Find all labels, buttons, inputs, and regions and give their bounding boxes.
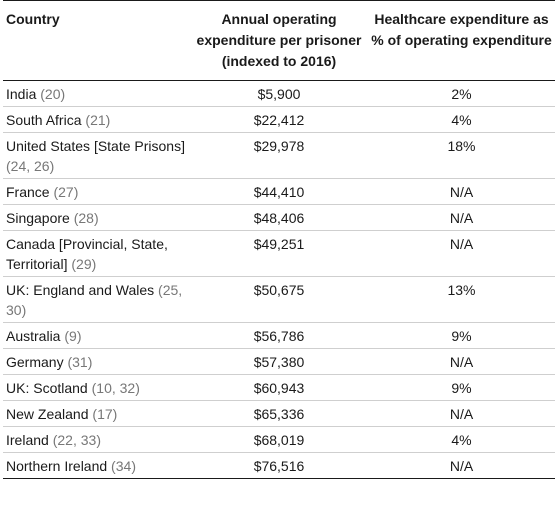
- cell-healthcare: 2%: [451, 86, 472, 102]
- reference-citation: (24, 26): [6, 158, 55, 174]
- cell-country: Northern Ireland (34): [3, 453, 190, 479]
- reference-citation: (9): [60, 328, 82, 344]
- expenditure-table: Country Annual operating expenditure per…: [3, 0, 555, 479]
- table-row: UK: Scotland (10, 32) $60,943 9%: [3, 375, 555, 401]
- table-row: South Africa (21) $22,412 4%: [3, 107, 555, 133]
- cell-expenditure: $56,786: [253, 328, 305, 344]
- cell-healthcare: 4%: [451, 432, 472, 448]
- header-country: Country: [6, 11, 60, 27]
- cell-healthcare: N/A: [449, 236, 474, 252]
- country-name: United States [State Prisons]: [6, 138, 185, 154]
- cell-expenditure: $76,516: [253, 458, 305, 474]
- cell-country: Singapore (28): [3, 205, 190, 231]
- cell-healthcare: N/A: [449, 184, 474, 200]
- table-header: Country Annual operating expenditure per…: [3, 0, 555, 81]
- country-name: UK: Scotland: [6, 380, 88, 396]
- cell-expenditure: $49,251: [253, 236, 305, 252]
- table-body: India (20) $5,900 2% South Africa (21) $22,4…: [3, 81, 555, 479]
- country-name: Canada [Provincial, State, Territorial]: [6, 236, 168, 272]
- cell-healthcare: N/A: [449, 354, 474, 370]
- reference-number: 22, 33: [57, 432, 97, 448]
- cell-expenditure: $5,900: [257, 86, 301, 102]
- reference-number: 24, 26: [10, 158, 50, 174]
- cell-healthcare: 13%: [447, 282, 476, 298]
- table-row: Germany (31) $57,380 N/A: [3, 349, 555, 375]
- country-name: Northern Ireland: [6, 458, 108, 474]
- country-name: France: [6, 184, 50, 200]
- cell-country: Ireland (22, 33): [3, 427, 190, 453]
- cell-country: UK: England and Wales (25, 30): [3, 277, 190, 323]
- reference-number: 27: [58, 184, 74, 200]
- table-row: Canada [Provincial, State, Territorial] …: [3, 231, 555, 277]
- cell-country: United States [State Prisons] (24, 26): [3, 133, 190, 179]
- reference-citation: (34): [107, 458, 136, 474]
- header-expenditure: Annual operating expenditure per prisone…: [196, 11, 362, 69]
- reference-number: 25, 30: [6, 282, 183, 318]
- reference-number: 29: [76, 256, 92, 272]
- cell-country: France (27): [3, 179, 190, 205]
- reference-citation: (27): [49, 184, 79, 200]
- reference-citation: (25, 30): [6, 282, 183, 318]
- cell-expenditure: $48,406: [253, 210, 305, 226]
- country-name: Ireland: [6, 432, 49, 448]
- cell-healthcare: N/A: [449, 406, 474, 422]
- reference-citation: (22, 33): [48, 432, 101, 448]
- cell-healthcare: N/A: [449, 458, 474, 474]
- cell-expenditure: $50,675: [253, 282, 305, 298]
- reference-citation: (31): [63, 354, 93, 370]
- cell-expenditure: $44,410: [253, 184, 305, 200]
- cell-country: South Africa (21): [3, 107, 190, 133]
- country-name: Singapore: [6, 210, 70, 226]
- reference-number: 10, 32: [96, 380, 136, 396]
- cell-expenditure: $22,412: [253, 112, 305, 128]
- cell-country: Canada [Provincial, State, Territorial] …: [3, 231, 190, 277]
- cell-expenditure: $68,019: [253, 432, 305, 448]
- cell-healthcare: 9%: [451, 328, 472, 344]
- header-row: Country Annual operating expenditure per…: [3, 0, 555, 81]
- reference-citation: (17): [88, 406, 118, 422]
- cell-country: Australia (9): [3, 323, 190, 349]
- cell-healthcare: N/A: [449, 210, 474, 226]
- reference-number: 34: [115, 458, 132, 474]
- reference-number: 9: [69, 328, 77, 344]
- country-name: Germany: [6, 354, 64, 370]
- cell-expenditure: $60,943: [253, 380, 305, 396]
- reference-citation: (29): [67, 256, 97, 272]
- cell-country: Germany (31): [3, 349, 190, 375]
- cell-country: New Zealand (17): [3, 401, 190, 427]
- table-row: UK: England and Wales (25, 30) $50,675 13%: [3, 277, 555, 323]
- table-row: New Zealand (17) $65,336 N/A: [3, 401, 555, 427]
- cell-expenditure: $65,336: [253, 406, 305, 422]
- reference-citation: (20): [36, 86, 66, 102]
- cell-healthcare: 4%: [451, 112, 472, 128]
- reference-number: 20: [44, 86, 61, 102]
- reference-number: 31: [72, 354, 88, 370]
- table-row: India (20) $5,900 2%: [3, 81, 555, 107]
- table-row: Ireland (22, 33) $68,019 4%: [3, 427, 555, 453]
- reference-citation: (10, 32): [87, 380, 140, 396]
- table-row: Singapore (28) $48,406 N/A: [3, 205, 555, 231]
- table-row: Northern Ireland (34) $76,516 N/A: [3, 453, 555, 479]
- header-healthcare: Healthcare expenditure as % of operating…: [371, 11, 552, 48]
- country-name: UK: England and Wales: [6, 282, 155, 298]
- table-row: France (27) $44,410 N/A: [3, 179, 555, 205]
- reference-citation: (21): [81, 112, 111, 128]
- table-row: Australia (9) $56,786 9%: [3, 323, 555, 349]
- country-name: India: [6, 86, 37, 102]
- country-name: South Africa: [6, 112, 82, 128]
- cell-expenditure: $29,978: [253, 138, 305, 154]
- reference-number: 17: [97, 406, 113, 422]
- reference-number: 28: [78, 210, 94, 226]
- cell-expenditure: $57,380: [253, 354, 305, 370]
- cell-healthcare: 9%: [451, 380, 472, 396]
- cell-country: India (20): [3, 81, 190, 107]
- table-row: United States [State Prisons] (24, 26) $2…: [3, 133, 555, 179]
- country-name: New Zealand: [6, 406, 89, 422]
- reference-number: 21: [90, 112, 106, 128]
- reference-citation: (28): [69, 210, 99, 226]
- country-name: Australia: [6, 328, 61, 344]
- cell-healthcare: 18%: [447, 138, 476, 154]
- cell-country: UK: Scotland (10, 32): [3, 375, 190, 401]
